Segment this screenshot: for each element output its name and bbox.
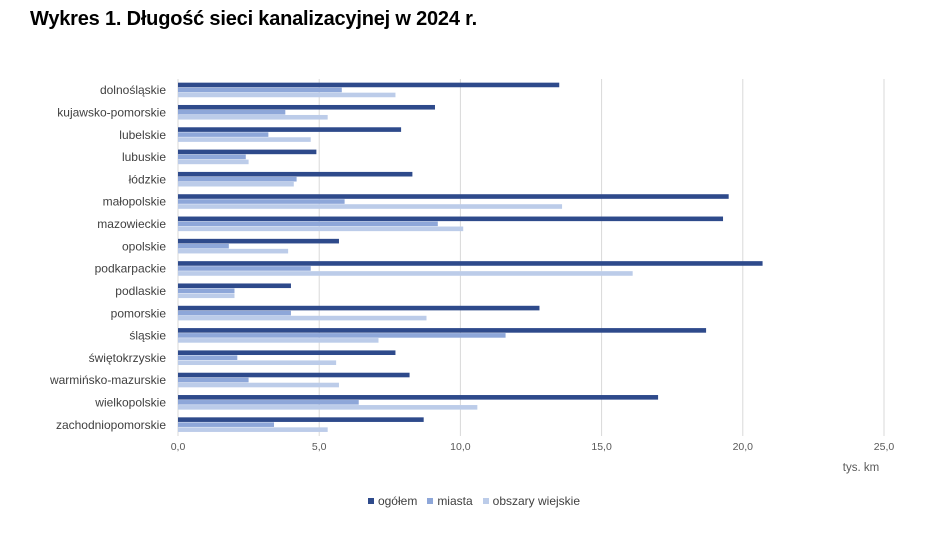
bar — [178, 87, 342, 93]
bar — [178, 238, 339, 244]
bar — [178, 266, 311, 271]
bar — [178, 372, 410, 378]
bar — [178, 92, 396, 98]
category-labels: dolnośląskie kujawsko-pomorskie lubelskie l… — [49, 83, 166, 432]
bar — [178, 248, 289, 254]
x-axis-ticks: 0,0 5,0 10,0 15,0 20,0 25,0 — [171, 441, 895, 453]
bar — [178, 204, 563, 209]
x-tick-label: 5,0 — [312, 441, 327, 453]
bar — [178, 271, 633, 276]
bar — [178, 194, 729, 199]
legend-label-miasta: miasta — [437, 494, 473, 508]
legend-swatch-obszary-wiejskie — [482, 498, 489, 504]
legend-item-obszary-wiejskie: obszary wiejskie — [482, 494, 581, 508]
bar — [178, 350, 396, 356]
bar — [178, 360, 337, 366]
category-label: dolnośląskie — [100, 83, 166, 97]
category-label: mazowieckie — [97, 217, 166, 231]
bars — [178, 82, 763, 432]
bar — [178, 221, 438, 227]
bar — [178, 109, 286, 115]
bar — [178, 261, 763, 266]
category-label: łódzkie — [129, 172, 167, 186]
bar — [178, 243, 229, 249]
bar-chart: dolnośląskie kujawsko-pomorskie lubelskie l… — [49, 79, 895, 474]
bar — [178, 149, 317, 155]
bar — [178, 427, 328, 432]
legend: ogółem miasta obszary wiejskie — [0, 494, 948, 508]
bar — [178, 382, 339, 388]
category-label: warmińsko-mazurskie — [49, 373, 166, 387]
category-label: lubuskie — [122, 150, 166, 164]
bar — [178, 338, 379, 343]
category-label: świętokrzyskie — [89, 351, 167, 365]
category-label: zachodniopomorskie — [56, 418, 166, 432]
bar — [178, 422, 275, 427]
bar — [178, 226, 464, 232]
bar — [178, 114, 328, 120]
legend-swatch-miasta — [427, 498, 434, 504]
bar — [178, 288, 235, 294]
bar — [178, 154, 246, 160]
bar — [178, 104, 435, 110]
bar — [178, 310, 291, 316]
bar — [178, 132, 269, 137]
x-axis-unit: tys. km — [843, 462, 879, 474]
legend-label-obszary-wiejskie: obszary wiejskie — [492, 494, 581, 508]
bar — [178, 82, 560, 88]
category-label: opolskie — [122, 239, 166, 253]
bar — [178, 400, 359, 405]
legend-item-ogolem: ogółem — [367, 494, 418, 508]
chart-title: Wykres 1. Długość sieci kanalizacyjnej w… — [30, 8, 477, 30]
bar — [178, 355, 238, 361]
category-label: podlaskie — [115, 284, 166, 298]
bar — [178, 333, 506, 338]
category-label: lubelskie — [119, 128, 166, 142]
legend-swatch-ogolem — [367, 498, 374, 504]
category-label: pomorskie — [111, 306, 167, 320]
bar — [178, 315, 427, 321]
bar — [178, 395, 659, 400]
x-tick-label: 20,0 — [733, 441, 754, 453]
bar — [178, 199, 345, 204]
x-tick-label: 15,0 — [591, 441, 612, 453]
bar — [178, 283, 291, 289]
bar — [178, 328, 707, 333]
category-label: podkarpackie — [95, 262, 167, 276]
bar — [178, 405, 478, 410]
bar — [178, 176, 297, 182]
category-label: kujawsko-pomorskie — [57, 105, 166, 119]
bar — [178, 293, 235, 299]
bar — [178, 159, 249, 165]
x-tick-label: 10,0 — [450, 441, 471, 453]
legend-label-ogolem: ogółem — [377, 494, 418, 508]
x-tick-label: 0,0 — [171, 441, 186, 453]
legend-item-miasta: miasta — [427, 494, 473, 508]
category-label: śląskie — [129, 329, 166, 343]
bar — [178, 137, 311, 142]
bar — [178, 171, 413, 177]
x-tick-label: 25,0 — [874, 441, 895, 453]
bar — [178, 305, 540, 311]
bar — [178, 216, 724, 222]
bar — [178, 417, 424, 422]
category-label: małopolskie — [103, 195, 167, 209]
category-label: wielkopolskie — [94, 396, 166, 410]
bar — [178, 181, 294, 187]
bar — [178, 377, 249, 383]
bar — [178, 127, 402, 132]
gridlines — [177, 79, 885, 436]
